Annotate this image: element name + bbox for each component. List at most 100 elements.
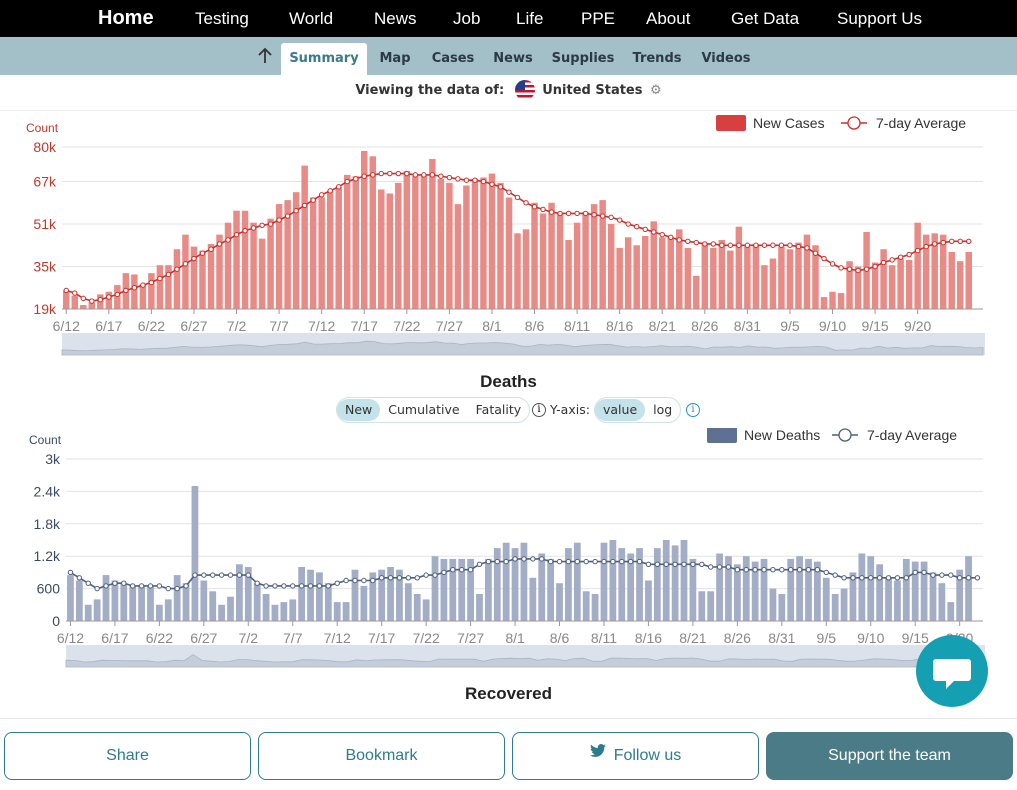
average-point	[387, 575, 394, 581]
bar	[138, 585, 145, 621]
mode-fatality[interactable]: Fatality	[475, 402, 522, 417]
average-point	[233, 231, 240, 238]
bar	[351, 569, 359, 621]
x-tick-label: 7/2	[227, 318, 247, 334]
follow-button[interactable]: Follow us	[512, 732, 759, 780]
bar	[395, 182, 402, 309]
us-flag-icon	[514, 80, 535, 100]
bar	[618, 548, 626, 621]
bar	[335, 186, 342, 309]
y-tick-label: 19k	[33, 301, 57, 317]
nav-home[interactable]: Home	[98, 7, 154, 29]
support-team-button[interactable]: Support the team	[766, 732, 1013, 780]
average-point	[743, 567, 749, 573]
bar	[902, 558, 910, 621]
bar	[769, 588, 777, 621]
info-icon[interactable]: i	[532, 403, 546, 417]
scale-value[interactable]: value	[595, 399, 646, 421]
bar	[412, 176, 419, 309]
bar	[573, 222, 581, 309]
navigator-sparkline	[61, 340, 984, 356]
average-point	[201, 572, 207, 578]
nav-job[interactable]: Job	[453, 9, 481, 28]
tab-map[interactable]: Map	[379, 51, 411, 66]
bar	[429, 158, 436, 309]
bar	[449, 558, 457, 621]
nav-get-data[interactable]: Get Data	[731, 9, 800, 28]
country-selector[interactable]: Viewing the data of: United States ⚙	[0, 80, 1017, 102]
bar	[244, 567, 252, 621]
chat-button[interactable]	[916, 635, 988, 707]
bar	[250, 222, 257, 309]
bar	[67, 575, 74, 621]
bar	[200, 580, 208, 621]
average-point	[761, 242, 768, 248]
nav-news[interactable]: News	[374, 9, 417, 28]
bar	[514, 233, 521, 309]
nav-ppe[interactable]: PPE	[581, 9, 616, 28]
bar	[565, 239, 572, 309]
bar	[938, 583, 946, 621]
tab-cases[interactable]: Cases	[431, 51, 475, 66]
average-point	[727, 242, 734, 248]
share-button[interactable]: Share	[4, 732, 251, 780]
average-point	[344, 178, 350, 185]
bar	[689, 558, 697, 621]
mode-new[interactable]: New	[337, 399, 381, 421]
bottom-action-bar: Share Bookmark Follow us Support the tea…	[0, 718, 1017, 790]
bar	[609, 540, 617, 621]
x-tick-label: 9/10	[857, 630, 884, 646]
bar	[93, 599, 101, 621]
mode-cumulative[interactable]: Cumulative	[388, 402, 460, 417]
average-point	[574, 210, 580, 217]
average-point	[76, 575, 83, 581]
average-point	[633, 223, 640, 230]
average-point	[361, 577, 367, 584]
average-point	[693, 239, 699, 246]
y-tick-label: 1.8k	[34, 516, 61, 532]
tab-trends[interactable]: Trends	[632, 51, 682, 66]
bar	[431, 556, 439, 621]
average-point	[63, 287, 69, 294]
nav-about[interactable]: About	[646, 9, 691, 28]
nav-life[interactable]: Life	[516, 9, 544, 28]
scale-info-icon[interactable]: i	[686, 403, 700, 417]
bookmark-button[interactable]: Bookmark	[258, 732, 505, 780]
bar	[505, 197, 513, 309]
average-point	[404, 170, 410, 177]
average-point	[227, 572, 234, 578]
tab-videos[interactable]: Videos	[701, 51, 751, 66]
bar	[846, 261, 853, 309]
legend-swatch-bars	[707, 428, 737, 443]
gear-icon[interactable]: ⚙	[650, 82, 662, 98]
bar	[744, 246, 751, 309]
deaths-title: Deaths	[480, 372, 537, 391]
scale-log[interactable]: log	[653, 402, 673, 417]
average-point	[583, 558, 589, 565]
average-point	[659, 231, 665, 238]
average-point	[859, 575, 865, 581]
tab-supplies[interactable]: Supplies	[551, 51, 615, 66]
average-point	[272, 583, 278, 589]
average-point	[940, 239, 946, 246]
bar	[914, 222, 921, 309]
tab-summary[interactable]: Summary	[281, 43, 367, 75]
deaths-mode-toggle: New Cumulative Fatality	[336, 397, 531, 423]
bar	[840, 588, 848, 621]
nav-testing[interactable]: Testing	[195, 9, 249, 28]
bar	[111, 580, 119, 621]
bar	[164, 599, 172, 621]
average-point	[530, 556, 536, 562]
arrow-up-icon[interactable]	[255, 46, 275, 66]
bar	[326, 190, 334, 309]
nav-support-us[interactable]: Support Us	[837, 9, 923, 28]
tab-news[interactable]: News	[493, 51, 533, 66]
average-point	[476, 561, 483, 568]
average-point	[165, 271, 172, 278]
bar	[676, 229, 683, 309]
bar	[742, 556, 750, 621]
nav-world[interactable]: World	[289, 9, 334, 28]
bar	[309, 197, 317, 309]
average-point	[608, 214, 614, 221]
average-point	[210, 572, 216, 578]
